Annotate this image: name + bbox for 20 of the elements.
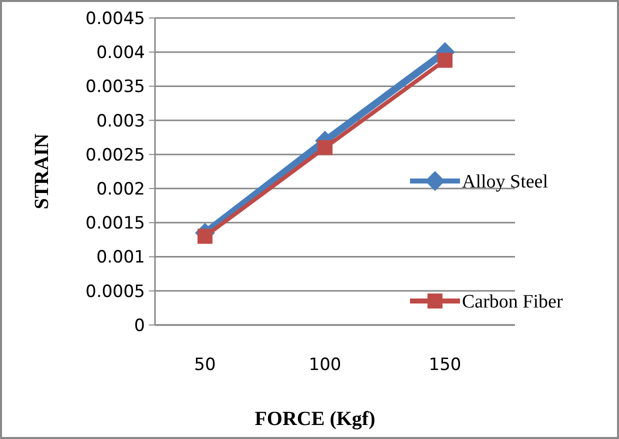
x-tick-label: 100	[308, 355, 342, 375]
x-tick-label: 150	[428, 355, 462, 375]
point	[318, 140, 332, 156]
y-tick-label: 0.0005	[86, 282, 145, 302]
y-tick-label: 0.0035	[86, 77, 145, 98]
y-tick-label: 0.0015	[86, 214, 145, 234]
y-tick-label: 0.003	[96, 111, 145, 132]
x-tick-label: 50	[194, 355, 216, 375]
y-tick-label: 0.004	[96, 43, 145, 64]
y-tick-label: 0.0025	[86, 145, 145, 166]
y-axis-title: STRAIN	[31, 133, 53, 210]
y-tick-label: 0.002	[96, 180, 145, 200]
y-tick-label: 0.001	[96, 248, 145, 268]
y-tick-label: 0	[134, 316, 145, 336]
y-tick-label: 0.0045	[86, 8, 145, 29]
point	[198, 228, 212, 244]
point	[438, 52, 452, 68]
legend-label: Carbon Fiber	[462, 292, 564, 313]
legend-label: Alloy Steel	[462, 172, 548, 193]
x-axis-title: FORCE (Kgf)	[254, 408, 376, 430]
